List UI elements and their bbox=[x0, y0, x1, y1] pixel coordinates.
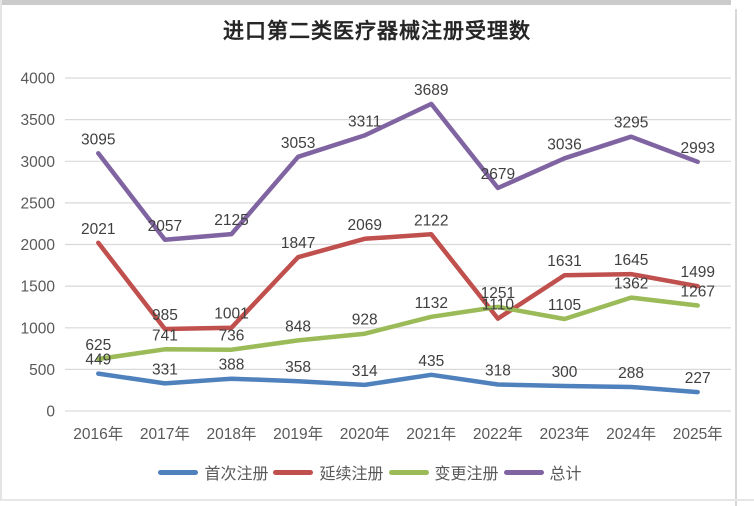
data-label: 3053 bbox=[281, 135, 315, 152]
series-line bbox=[96, 101, 700, 243]
legend-item-total: 总计 bbox=[503, 460, 582, 484]
data-label: 1110 bbox=[482, 297, 515, 314]
y-axis-tick-label: 3000 bbox=[21, 154, 56, 171]
x-axis-tick-label: 2023年 bbox=[540, 425, 590, 443]
series-line bbox=[96, 295, 700, 362]
data-label: 358 bbox=[285, 359, 311, 376]
data-label: 1362 bbox=[614, 276, 648, 293]
y-axis-tick-label: 2000 bbox=[21, 237, 56, 254]
data-label: 227 bbox=[685, 370, 711, 387]
legend-item-renewal-registration: 延续注册 bbox=[273, 460, 384, 484]
data-label: 300 bbox=[552, 364, 578, 381]
y-axis-tick-label: 3500 bbox=[21, 112, 56, 129]
data-label: 2069 bbox=[347, 217, 381, 234]
x-axis-tick-label: 2017年 bbox=[140, 425, 190, 443]
legend-label: 首次注册 bbox=[204, 466, 269, 483]
data-label: 1001 bbox=[214, 306, 248, 323]
y-axis-tick-label: 2500 bbox=[21, 195, 56, 212]
series-line bbox=[96, 232, 700, 332]
x-axis-tick-label: 2022年 bbox=[473, 425, 523, 443]
frame-left-edge bbox=[0, 0, 2, 500]
x-axis-tick-label: 2020年 bbox=[340, 425, 390, 443]
x-axis-tick-label: 2021年 bbox=[406, 425, 456, 443]
legend-swatch bbox=[503, 469, 544, 475]
data-label: 2057 bbox=[148, 218, 182, 235]
y-axis-tick-label: 4000 bbox=[21, 71, 56, 88]
frame-bottom-edge bbox=[0, 499, 754, 501]
data-label: 3095 bbox=[81, 131, 115, 148]
data-label: 2122 bbox=[414, 212, 448, 229]
data-label: 2993 bbox=[680, 140, 714, 157]
data-label: 1132 bbox=[415, 295, 448, 312]
x-axis-tick-label: 2025年 bbox=[673, 425, 723, 443]
legend-label: 总计 bbox=[549, 466, 582, 483]
series-line bbox=[96, 371, 700, 395]
data-label: 2125 bbox=[214, 212, 248, 229]
data-label: 331 bbox=[152, 361, 178, 378]
data-label: 3311 bbox=[348, 113, 381, 130]
data-label: 1105 bbox=[548, 297, 581, 314]
legend-swatch bbox=[158, 469, 199, 475]
data-label: 1631 bbox=[547, 253, 581, 270]
legend-swatch bbox=[273, 469, 314, 475]
x-axis-tick-label: 2024年 bbox=[606, 425, 656, 443]
data-label: 2679 bbox=[481, 166, 515, 183]
x-axis-tick-label: 2019年 bbox=[273, 425, 323, 443]
data-label: 741 bbox=[152, 327, 178, 344]
data-label: 1847 bbox=[281, 235, 315, 252]
legend-item-first-registration: 首次注册 bbox=[158, 460, 268, 484]
frame-top-edge bbox=[0, 0, 731, 5]
y-axis-tick-label: 0 bbox=[46, 404, 55, 421]
data-label: 3689 bbox=[414, 82, 448, 99]
x-axis-tick-label: 2018年 bbox=[207, 425, 257, 443]
y-axis-tick-label: 1500 bbox=[21, 279, 56, 296]
legend-label: 变更注册 bbox=[434, 466, 499, 483]
data-label: 3036 bbox=[547, 136, 581, 153]
data-label: 288 bbox=[618, 365, 644, 382]
x-axis-tick-label: 2016年 bbox=[73, 425, 123, 443]
data-label: 435 bbox=[418, 353, 444, 370]
data-label: 1645 bbox=[614, 252, 648, 269]
legend: 首次注册 延续注册 变更注册 总计 bbox=[0, 460, 740, 484]
chart-canvas: 0 500 1000 1500 2000 2500 3000 3500 4000 2016年 201… bbox=[21, 71, 731, 443]
y-axis-tick-label: 1000 bbox=[21, 320, 56, 337]
legend-swatch bbox=[388, 469, 429, 475]
data-label: 318 bbox=[485, 363, 511, 380]
y-axis-tick-label: 500 bbox=[29, 362, 55, 379]
data-label: 449 bbox=[85, 352, 111, 369]
data-label: 625 bbox=[85, 337, 111, 354]
frame-right-edge bbox=[735, 9, 737, 506]
data-label: 736 bbox=[219, 328, 245, 345]
data-label: 985 bbox=[152, 307, 178, 324]
data-label: 314 bbox=[352, 363, 378, 380]
chart-title: 进口第二类医疗器械注册受理数 bbox=[223, 19, 531, 43]
data-label: 1499 bbox=[680, 264, 714, 281]
data-label: 388 bbox=[219, 357, 245, 374]
data-label: 2021 bbox=[81, 221, 115, 238]
legend-item-change-registration: 变更注册 bbox=[388, 460, 499, 484]
data-label: 3295 bbox=[614, 115, 648, 132]
data-label: 1267 bbox=[680, 284, 714, 301]
data-label: 848 bbox=[285, 318, 311, 335]
legend-label: 延续注册 bbox=[319, 466, 384, 483]
data-label: 1251 bbox=[481, 285, 515, 302]
data-label: 928 bbox=[352, 312, 378, 329]
